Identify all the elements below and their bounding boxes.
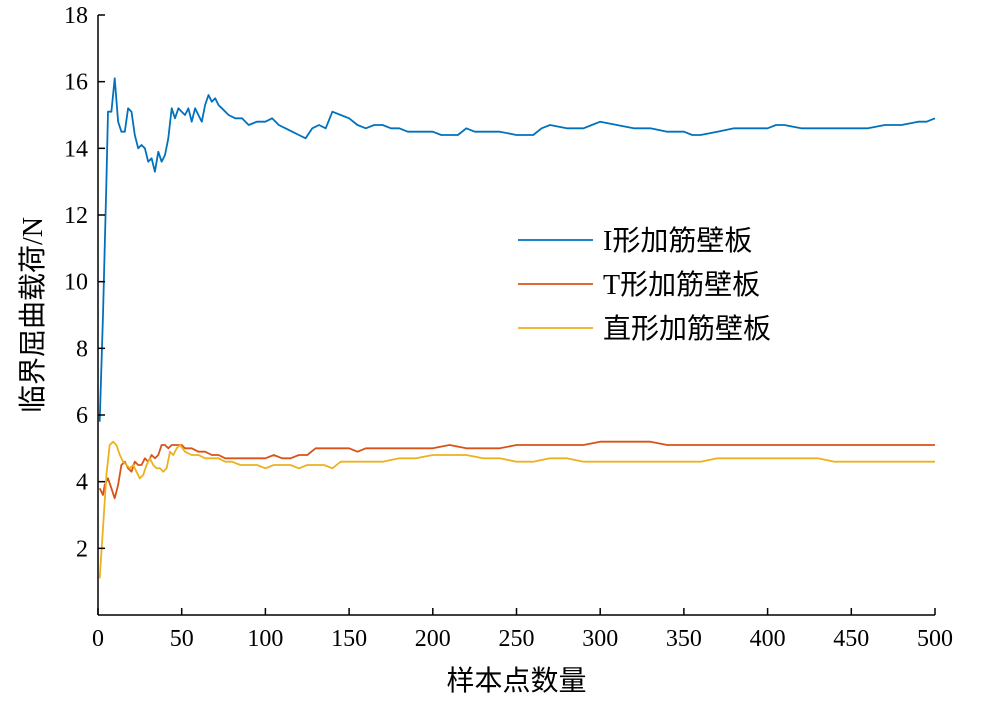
- x-tick-label: 400: [750, 626, 786, 652]
- y-tick-label: 18: [64, 3, 88, 29]
- legend-label-1: I形加筋壁板: [603, 225, 752, 257]
- x-tick-label: 500: [917, 626, 953, 652]
- x-ticks: 0 50 100 150 200 250 300 350 400 450 500: [92, 608, 953, 652]
- series-group: [98, 77, 936, 579]
- y-tick-label: 12: [64, 203, 88, 229]
- y-tick-label: 2: [76, 536, 88, 562]
- x-tick-label: 250: [499, 626, 535, 652]
- x-tick-label: 50: [170, 626, 194, 652]
- y-tick-label: 4: [76, 470, 88, 496]
- y-ticks: 2 4 6 8 10 12 14 16 18: [64, 3, 105, 562]
- x-tick-label: 0: [92, 626, 104, 652]
- series-line-1: [98, 77, 936, 422]
- legend-label-3: 直形加筋壁板: [603, 313, 771, 345]
- x-tick-label: 100: [247, 626, 283, 652]
- y-tick-label: 6: [76, 403, 88, 429]
- x-tick-label: 350: [666, 626, 702, 652]
- series-line-2: [98, 440, 935, 500]
- y-tick-label: 16: [64, 70, 88, 96]
- x-axis-label: 样本点数量: [446, 665, 586, 697]
- legend-label-2: T形加筋壁板: [603, 269, 760, 301]
- x-tick-label: 450: [833, 626, 869, 652]
- x-tick-label: 300: [582, 626, 618, 652]
- y-tick-label: 10: [64, 270, 88, 296]
- y-axis-label: 临界屈曲载荷/N: [17, 217, 49, 413]
- y-tick-label: 8: [76, 336, 88, 362]
- x-tick-label: 200: [415, 626, 451, 652]
- y-tick-label: 14: [64, 136, 88, 162]
- series-line-3: [98, 440, 935, 579]
- x-tick-label: 150: [331, 626, 367, 652]
